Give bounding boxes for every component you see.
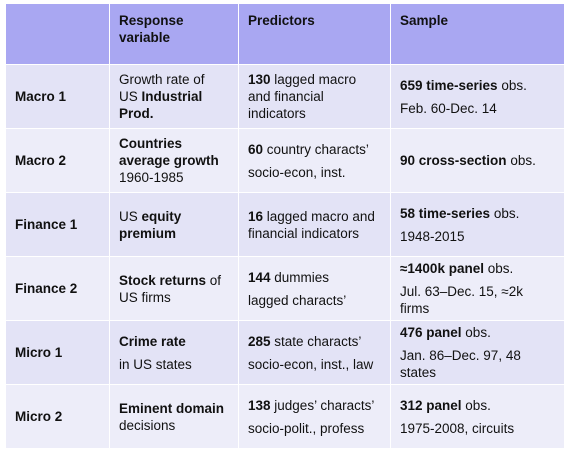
row-label: Finance 1 (5, 192, 110, 257)
response-text: US (119, 208, 142, 224)
row-label: Micro 1 (5, 320, 110, 385)
predictor-text: and financial (248, 89, 324, 104)
response-cell: Stock returns of US firms (109, 256, 239, 321)
table-row: Micro 1 Crime rate in US states 285 stat… (5, 320, 565, 385)
table-row: Micro 2 Eminent domain decisions 138 jud… (5, 384, 565, 449)
sample-cell: 58 time-series obs. 1948-2015 (390, 192, 565, 257)
response-cell: Crime rate in US states (109, 320, 239, 385)
sample-bold-text: ≈1400k panel (400, 261, 484, 276)
response-bold-text: premium (119, 225, 177, 241)
header-sample: Sample (390, 3, 565, 65)
sample-text: obs. (490, 205, 520, 221)
response-text: Growth rate of (119, 72, 205, 87)
response-cell: Countries average growth 1960-1985 (109, 128, 239, 193)
predictor-text: socio-polit., profess (248, 420, 365, 436)
predictor-text: socio-econ, inst. (248, 164, 346, 180)
predictors-cell: 60 country characts’ socio-econ, inst. (238, 128, 391, 193)
header-response-variable: Response variable (109, 3, 239, 65)
row-label: Macro 1 (5, 64, 110, 129)
predictor-count: 285 (248, 333, 271, 349)
response-bold-text: Prod. (119, 106, 154, 121)
predictor-text: lagged macro and (263, 208, 375, 224)
predictor-count: 144 (248, 269, 271, 285)
predictor-text: judges’ characts’ (270, 397, 375, 413)
response-text: in US states (119, 356, 192, 372)
sample-cell: 312 panel obs. 1975-2008, circuits (390, 384, 565, 449)
sample-text: obs. (506, 153, 536, 168)
summary-table-container: Response variable Predictors Sample Macr… (5, 3, 565, 455)
table-row: Finance 2 Stock returns of US firms 144 … (5, 256, 565, 321)
predictors-cell: 130 lagged macro and financial indicator… (238, 64, 391, 129)
sample-text: 1975-2008, circuits (400, 420, 515, 436)
predictor-count: 16 (248, 208, 264, 224)
sample-text: Jul. 63–Dec. 15, ≈2k (400, 284, 523, 299)
predictor-text: dummies (270, 269, 330, 285)
header-blank (5, 3, 110, 65)
table-row: Finance 1 US equity premium 16 lagged ma… (5, 192, 565, 257)
predictor-count: 138 (248, 397, 271, 413)
response-bold-text: Countries (119, 136, 183, 151)
response-bold-text: Industrial (141, 89, 203, 104)
response-bold-text: Stock returns (119, 272, 207, 288)
predictor-text: socio-econ, inst., law (248, 356, 374, 372)
response-bold-text: Crime rate (119, 333, 186, 349)
predictor-count: 60 (248, 141, 264, 157)
sample-bold-text: 659 time-series (400, 77, 498, 93)
table-row: Macro 1 Growth rate of US Industrial Pro… (5, 64, 565, 129)
response-text: 1960-1985 (119, 170, 184, 185)
sample-bold-text: 58 time-series (400, 205, 491, 221)
response-text: US firms (119, 289, 171, 305)
sample-text: obs. (483, 261, 514, 276)
predictor-text: lagged characts’ (248, 292, 347, 308)
sample-cell: 476 panel obs. Jan. 86–Dec. 97, 48 state… (390, 320, 565, 385)
sample-text: obs. (461, 397, 491, 413)
response-text: of (206, 272, 222, 288)
sample-text: states (400, 365, 437, 380)
header-predictors: Predictors (238, 3, 391, 65)
table-row: Macro 2 Countries average growth 1960-19… (5, 128, 565, 193)
row-label: Finance 2 (5, 256, 110, 321)
sample-cell: 659 time-series obs. Feb. 60-Dec. 14 (390, 64, 565, 129)
sample-text: Feb. 60-Dec. 14 (400, 100, 497, 116)
sample-text: obs. (461, 325, 491, 340)
response-text: decisions (119, 417, 176, 433)
sample-bold-text: 312 panel (400, 397, 462, 413)
row-label: Macro 2 (5, 128, 110, 193)
predictors-cell: 138 judges’ characts’ socio-polit., prof… (238, 384, 391, 449)
header-response-line1: Response (119, 13, 184, 28)
sample-bold-text: 476 panel (400, 325, 462, 340)
summary-table: Response variable Predictors Sample Macr… (5, 3, 565, 449)
predictor-text: state characts’ (270, 333, 362, 349)
predictor-count: 130 (248, 72, 271, 87)
sample-text: Jan. 86–Dec. 97, 48 (400, 348, 521, 363)
response-bold-text: average growth (119, 153, 219, 168)
predictors-cell: 144 dummies lagged characts’ (238, 256, 391, 321)
response-bold-text: Eminent domain (119, 400, 225, 416)
predictors-cell: 16 lagged macro and financial indicators (238, 192, 391, 257)
sample-text: obs. (497, 77, 527, 93)
predictor-text: country characts’ (263, 141, 369, 157)
response-cell: US equity premium (109, 192, 239, 257)
sample-cell: 90 cross-section obs. (390, 128, 565, 193)
sample-text: firms (400, 301, 430, 316)
predictors-cell: 285 state characts’ socio-econ, inst., l… (238, 320, 391, 385)
predictor-text: indicators (248, 106, 306, 121)
response-cell: Eminent domain decisions (109, 384, 239, 449)
sample-bold-text: 90 cross-section (400, 153, 507, 168)
sample-text: 1948-2015 (400, 228, 465, 244)
header-row: Response variable Predictors Sample (5, 3, 565, 65)
response-cell: Growth rate of US Industrial Prod. (109, 64, 239, 129)
predictor-text: financial indicators (248, 225, 360, 241)
header-response-line2: variable (119, 30, 171, 45)
row-label: Micro 2 (5, 384, 110, 449)
sample-cell: ≈1400k panel obs. Jul. 63–Dec. 15, ≈2k f… (390, 256, 565, 321)
predictor-text: lagged macro (270, 72, 357, 87)
response-text: US (119, 89, 142, 104)
response-bold-text: equity (141, 208, 182, 224)
